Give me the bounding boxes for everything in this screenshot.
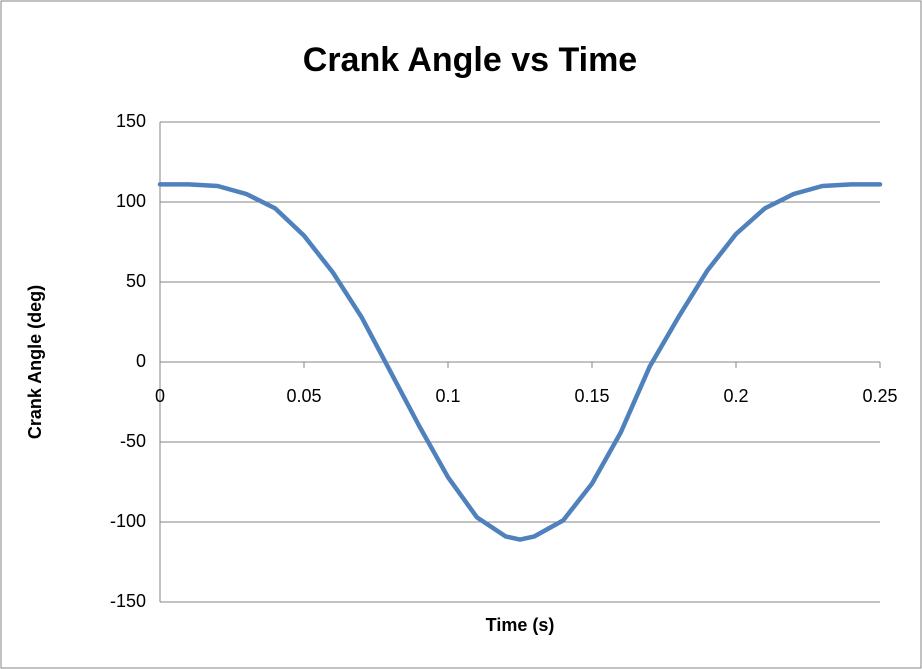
y-tick-label: -50 (120, 431, 146, 451)
y-tick-label: 100 (116, 191, 146, 211)
y-tick-label: -150 (110, 591, 146, 611)
data-line (157, 182, 883, 542)
y-tick-label: 50 (126, 271, 146, 291)
chart-title: Crank Angle vs Time (303, 41, 637, 79)
x-axis-title: Time (s) (486, 615, 555, 635)
x-tick-label: 0.15 (574, 386, 609, 406)
x-tick-label: 0.05 (286, 386, 321, 406)
x-tick-label: 0.25 (862, 386, 897, 406)
y-tick-label: -100 (110, 511, 146, 531)
y-tick-label: 0 (136, 351, 146, 371)
x-tick-label: 0.2 (723, 386, 748, 406)
y-axis-title: Crank Angle (deg) (25, 285, 45, 439)
x-tick-label: 0 (155, 386, 165, 406)
x-tick-label: 0.1 (435, 386, 460, 406)
y-tick-label: 150 (116, 111, 146, 131)
